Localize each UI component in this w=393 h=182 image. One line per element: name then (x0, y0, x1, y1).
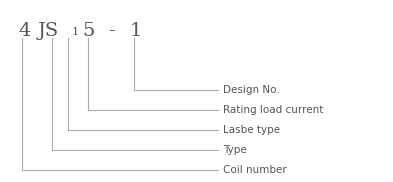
Text: Design No.: Design No. (223, 85, 280, 95)
Text: Coil number: Coil number (223, 165, 287, 175)
Text: Rating load current: Rating load current (223, 105, 323, 115)
Text: Type: Type (223, 145, 247, 155)
Text: 1: 1 (130, 22, 142, 40)
Text: 5: 5 (82, 22, 94, 40)
Text: JS: JS (38, 22, 59, 40)
Text: -: - (108, 22, 115, 40)
Text: 4: 4 (18, 22, 30, 40)
Text: Lasbe type: Lasbe type (223, 125, 280, 135)
Text: 1: 1 (72, 27, 79, 37)
